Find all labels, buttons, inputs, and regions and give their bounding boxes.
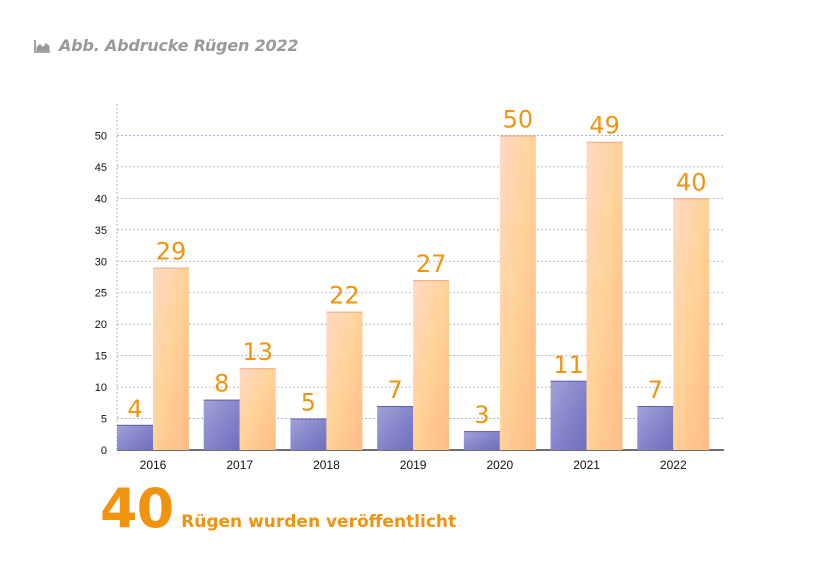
- y-tick-label: 25: [95, 288, 107, 300]
- y-tick-label: 30: [95, 256, 107, 268]
- y-tick-label: 5: [101, 414, 107, 426]
- x-tick-label: 2018: [313, 458, 340, 472]
- bar-series-1: [550, 380, 587, 450]
- data-label: 27: [416, 250, 447, 278]
- chart-title: Abb. Abdrucke Rügen 2022: [59, 36, 299, 55]
- data-label: 7: [388, 376, 403, 404]
- bar-series-1: [203, 399, 240, 450]
- summary-value: 40: [100, 477, 174, 540]
- data-label: 11: [553, 351, 584, 379]
- bars: [117, 135, 710, 451]
- bar-series-1: [463, 431, 500, 450]
- data-label: 4: [127, 395, 142, 423]
- y-tick-label: 40: [95, 193, 107, 205]
- bar-series-2: [239, 368, 276, 450]
- chart-header: Abb. Abdrucke Rügen 2022: [34, 36, 299, 55]
- y-tick-label: 10: [95, 382, 107, 394]
- bar-series-1: [377, 405, 414, 450]
- data-label: 5: [301, 389, 316, 417]
- data-label: 49: [589, 112, 620, 140]
- data-label: 3: [474, 401, 489, 429]
- summary-caption: Rügen wurden veröffentlicht: [181, 512, 457, 532]
- x-tick-label: 2022: [660, 458, 687, 472]
- x-tick-label: 2019: [400, 458, 427, 472]
- bar-series-1: [117, 424, 153, 450]
- area-chart-icon: [34, 39, 50, 53]
- y-tick-label: 0: [101, 445, 107, 457]
- y-tick-label: 15: [95, 351, 107, 363]
- data-label: 22: [329, 282, 360, 310]
- bar-series-2: [499, 135, 536, 451]
- y-tick-label: 35: [95, 225, 107, 237]
- bar-series-2: [413, 280, 450, 450]
- x-tick-label: 2017: [226, 458, 253, 472]
- summary: 40 Rügen wurden veröffentlicht: [100, 482, 456, 536]
- data-label: 13: [242, 338, 273, 366]
- x-tick-label: 2020: [487, 458, 514, 472]
- y-tick-label: 20: [95, 319, 107, 331]
- y-tick-label: 45: [95, 162, 107, 174]
- y-tick-label: 50: [95, 130, 107, 142]
- x-tick-label: 2021: [573, 458, 600, 472]
- data-label: 7: [648, 376, 663, 404]
- data-label: 40: [676, 168, 707, 196]
- bar-series-1: [637, 405, 674, 450]
- data-label: 29: [156, 238, 187, 266]
- bar-series-2: [153, 267, 189, 450]
- data-label: 50: [503, 105, 534, 133]
- x-tick-label: 2016: [140, 458, 167, 472]
- bar-series-2: [586, 141, 623, 450]
- data-label: 8: [214, 370, 229, 398]
- bar-series-2: [673, 198, 710, 450]
- data-labels: 4 29 8 13 5 22 7 27 3 50 11 49 7 40: [127, 105, 706, 429]
- bar-series-1: [290, 418, 327, 450]
- bar-series-2: [326, 311, 363, 450]
